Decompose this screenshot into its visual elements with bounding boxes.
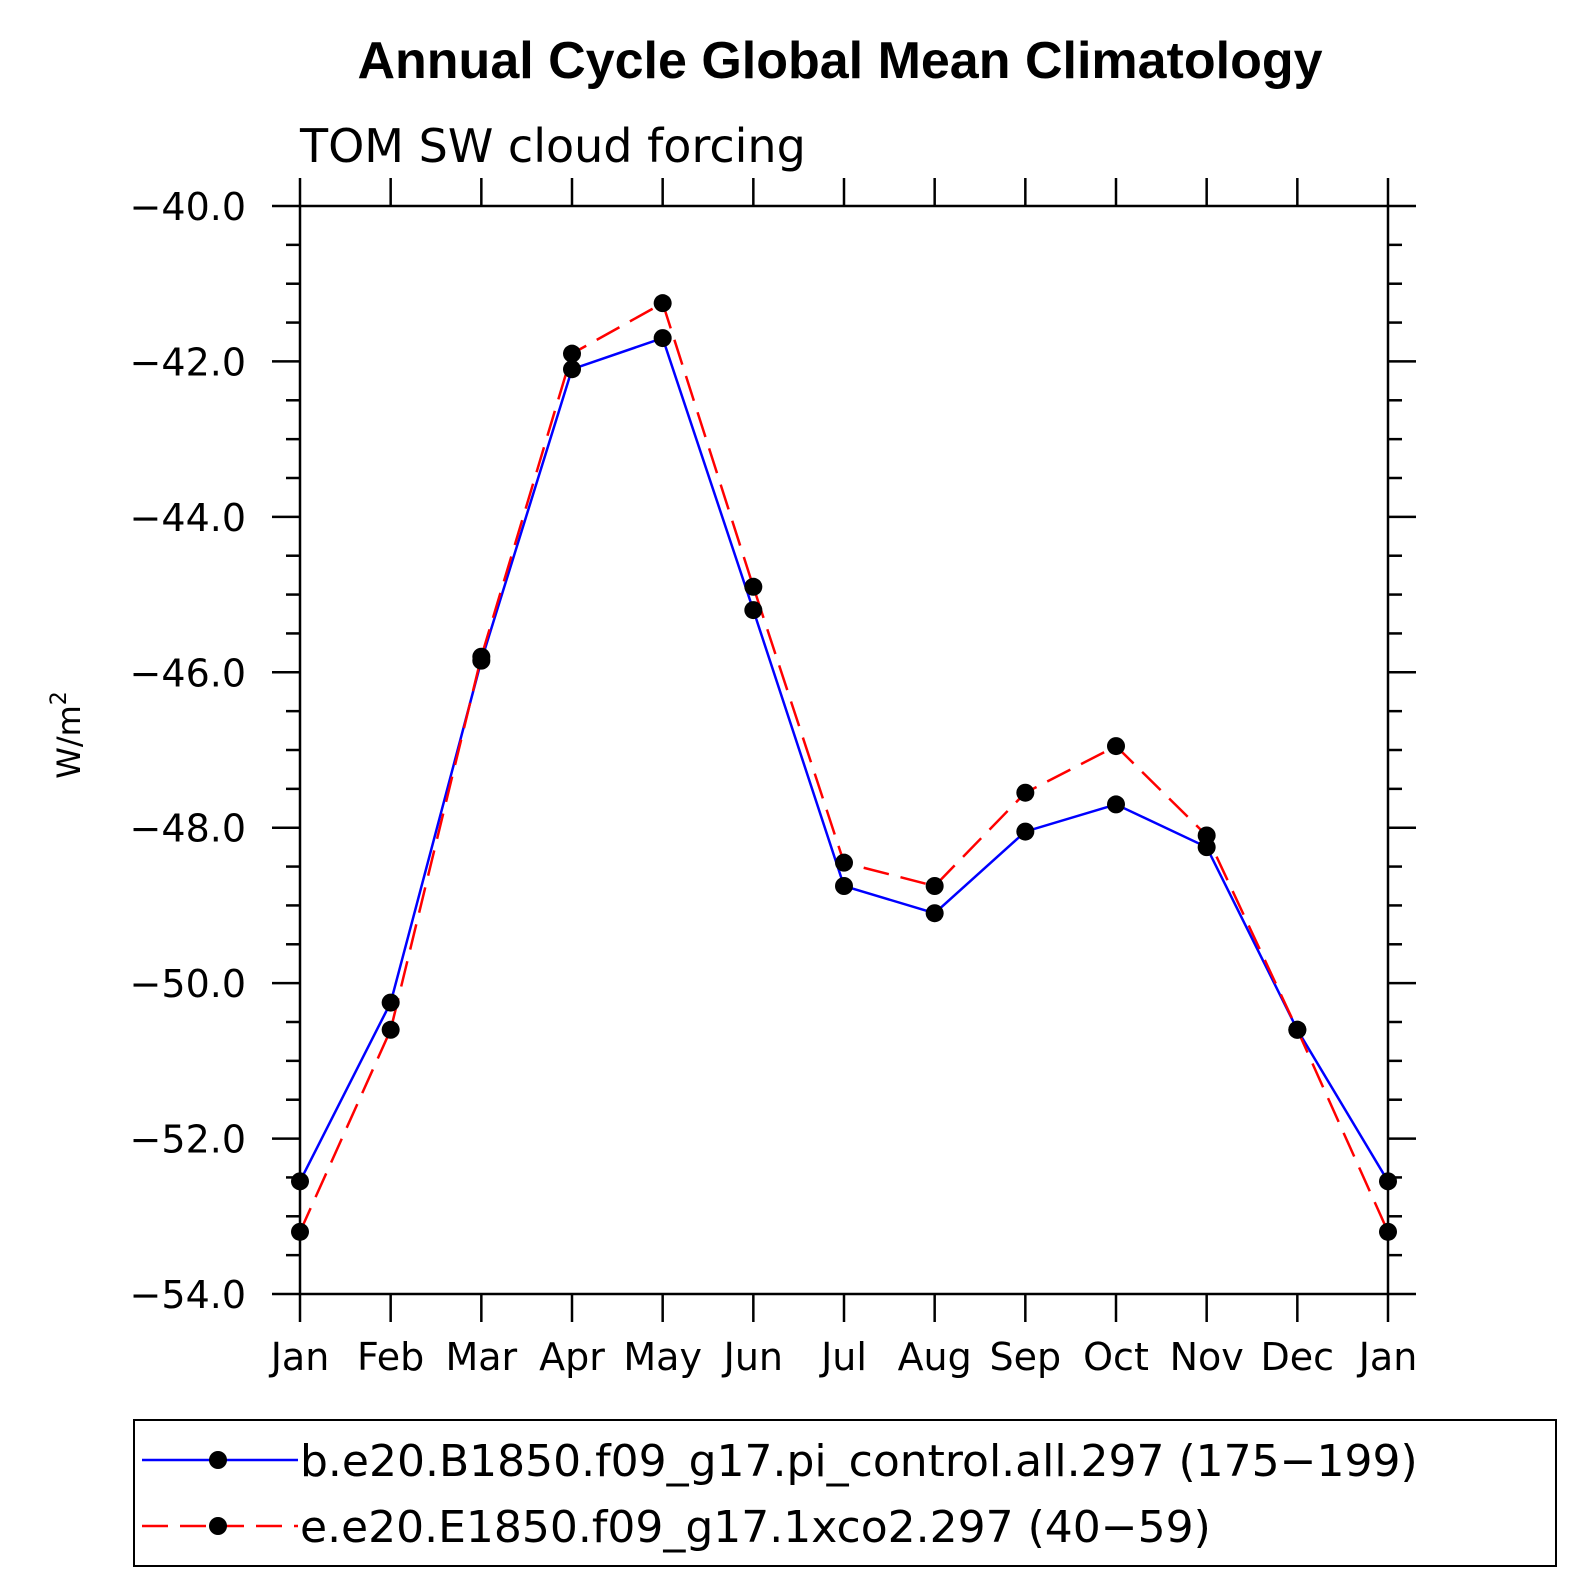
y-tick-label: −44.0 xyxy=(130,496,246,540)
y-tick-label: −40.0 xyxy=(130,185,246,229)
series-layer xyxy=(291,294,1397,1241)
series-0-point xyxy=(653,329,672,348)
series-line-1 xyxy=(298,301,1390,1233)
svg-text:W/m2: W/m2 xyxy=(47,691,88,779)
series-1-point xyxy=(744,577,763,596)
y-tick-label: −54.0 xyxy=(130,1273,246,1317)
series-0-point xyxy=(1379,1172,1397,1191)
series-1-point xyxy=(563,344,581,363)
series-0-point xyxy=(744,601,763,620)
chart-subtitle: TOM SW cloud forcing xyxy=(299,119,806,173)
x-tick-label: Nov xyxy=(1170,1335,1244,1379)
x-tick-label: Jan xyxy=(1357,1335,1418,1379)
series-0-point xyxy=(835,877,853,895)
y-tick-label: −48.0 xyxy=(130,807,246,851)
x-tick-label: May xyxy=(623,1335,702,1379)
x-tick-labels: Jan Feb Mar Apr May Jun Jul Aug Sep Oct Nov Dec Jan xyxy=(269,1335,1418,1379)
series-1-point xyxy=(381,1020,400,1039)
y-tick-label: −50.0 xyxy=(130,962,246,1006)
series-1-point xyxy=(1288,1020,1307,1039)
legend-marker-1 xyxy=(209,1517,227,1535)
x-tick-label: Jan xyxy=(269,1335,330,1379)
series-0-point xyxy=(291,1172,309,1191)
series-0-point xyxy=(1107,795,1125,814)
series-1-point xyxy=(291,1222,309,1241)
legend-label-0: b.e20.B1850.f09_g17.pi_control.all.297 (… xyxy=(300,1436,1418,1487)
legend-label-1: e.e20.E1850.f09_g17.1xco2.297 (40−59) xyxy=(300,1502,1211,1553)
y-axis-label: W/m2 xyxy=(47,691,88,779)
series-0-point xyxy=(381,993,400,1012)
legend-marker-0 xyxy=(209,1451,227,1469)
x-tick-label: Dec xyxy=(1261,1335,1335,1379)
series-1-point xyxy=(1107,737,1125,756)
axis-ticks xyxy=(272,178,1416,1322)
x-tick-label: Apr xyxy=(539,1335,605,1379)
x-tick-label: Mar xyxy=(445,1335,517,1379)
x-tick-label: Jun xyxy=(722,1335,783,1379)
series-1-point xyxy=(1197,826,1216,845)
series-1-point xyxy=(653,294,672,313)
plot-frame xyxy=(298,204,1390,1296)
series-1-point xyxy=(472,647,491,666)
series-0-point xyxy=(1016,822,1035,841)
chart-title: Annual Cycle Global Mean Climatology xyxy=(357,32,1322,90)
x-tick-label: Aug xyxy=(898,1335,972,1379)
x-tick-label: Jul xyxy=(819,1335,867,1379)
y-axis-label-superscript: 2 xyxy=(47,691,72,705)
series-0-point xyxy=(563,360,581,379)
legend-box xyxy=(133,1419,1557,1567)
x-tick-label: Sep xyxy=(990,1335,1062,1379)
series-line-0 xyxy=(298,336,1390,1182)
y-tick-label: −46.0 xyxy=(130,651,246,695)
y-tick-label: −42.0 xyxy=(130,340,246,384)
series-1-point xyxy=(1379,1222,1397,1241)
y-tick-labels: −40.0 −42.0 −44.0 −46.0 −48.0 −50.0 −52.0 −54.0 xyxy=(130,185,246,1317)
legend: b.e20.B1850.f09_g17.pi_control.all.297 (… xyxy=(142,1436,1418,1553)
x-tick-label: Feb xyxy=(357,1335,424,1379)
series-1-point xyxy=(925,877,944,895)
series-0-point xyxy=(925,904,944,923)
x-tick-label: Oct xyxy=(1083,1335,1149,1379)
series-1-point xyxy=(1016,783,1035,802)
y-axis-label-main: W/m xyxy=(50,705,88,779)
series-1-point xyxy=(835,853,853,872)
y-tick-label: −52.0 xyxy=(130,1118,246,1162)
